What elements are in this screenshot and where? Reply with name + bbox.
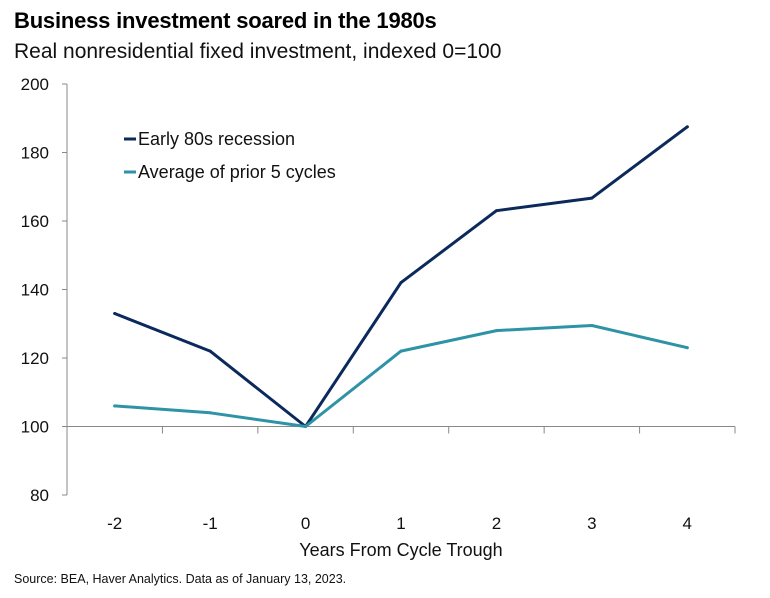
y-axis: 80 100 120 140 160 180 200 (21, 75, 68, 505)
x-axis: -2 -1 0 1 2 3 4 (66, 426, 736, 533)
legend-label: Average of prior 5 cycles (138, 162, 336, 182)
x-axis-label: Years From Cycle Trough (299, 540, 502, 560)
y-tick-label: 140 (21, 281, 49, 300)
x-tick-label: 3 (587, 514, 596, 533)
y-tick-label: 80 (30, 486, 49, 505)
source-note: Source: BEA, Haver Analytics. Data as of… (14, 572, 347, 586)
data-point (685, 346, 689, 350)
data-point (399, 281, 403, 285)
legend: Early 80s recession Average of prior 5 cy… (124, 129, 336, 182)
data-point (304, 425, 308, 428)
y-tick-label: 160 (21, 212, 49, 231)
data-point (590, 196, 594, 200)
y-tick-label: 200 (21, 75, 49, 94)
x-tick-label: -2 (107, 514, 122, 533)
y-tick-label: 180 (21, 144, 49, 163)
data-point (208, 411, 212, 415)
data-point (685, 125, 689, 129)
series-lines (113, 125, 689, 428)
series-line-2 (113, 324, 689, 428)
data-point (494, 209, 498, 213)
x-tick-label: 1 (396, 514, 405, 533)
chart-subtitle: Real nonresidential fixed investment, in… (14, 40, 502, 63)
data-point (113, 311, 117, 315)
data-point (399, 349, 403, 353)
x-tick-label: 4 (683, 514, 692, 533)
legend-label: Early 80s recession (138, 129, 295, 149)
chart-title: Business investment soared in the 1980s (14, 8, 437, 33)
y-tick-label: 100 (21, 418, 49, 437)
data-point (494, 329, 498, 333)
data-point (208, 349, 212, 353)
y-tick-label: 120 (21, 349, 49, 368)
x-tick-label: 0 (301, 514, 310, 533)
data-point (590, 323, 594, 327)
x-tick-label: -1 (203, 514, 218, 533)
data-point (113, 404, 117, 408)
x-tick-label: 2 (492, 514, 501, 533)
